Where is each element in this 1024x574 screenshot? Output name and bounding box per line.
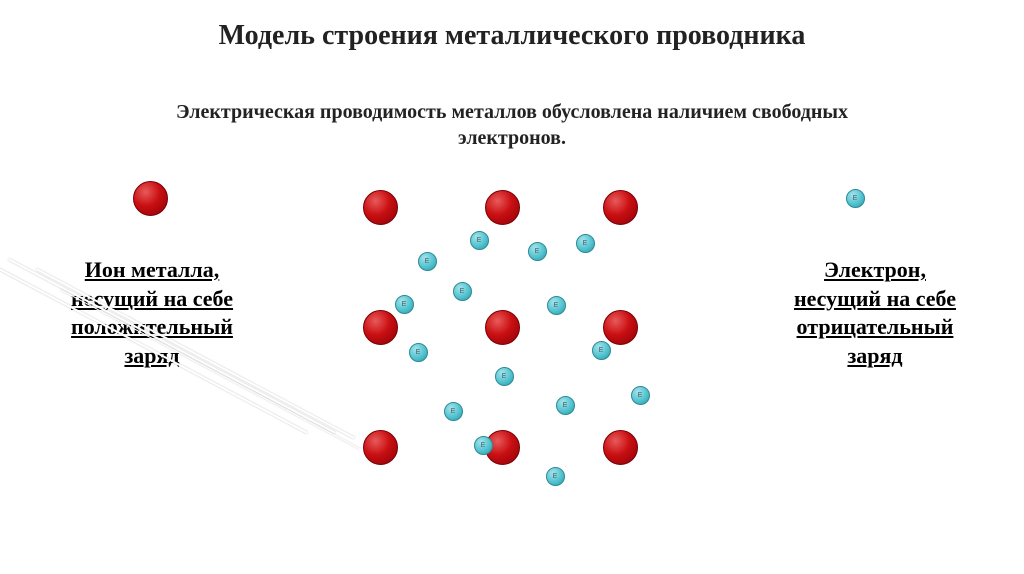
electron-13: E [474, 436, 493, 455]
label-line: Электрон, [765, 256, 985, 285]
electron-5: E [453, 282, 472, 301]
electron-3: E [576, 234, 595, 253]
electron-12: E [631, 386, 650, 405]
ion-8 [603, 430, 638, 465]
electron-4: E [395, 295, 414, 314]
ion-0 [363, 190, 398, 225]
ion-1 [485, 190, 520, 225]
ion-3 [363, 310, 398, 345]
legend-ion [133, 181, 168, 216]
electron-7: E [409, 343, 428, 362]
legend-electron: E [846, 189, 865, 208]
slide-title: Модель строения металлического проводник… [0, 18, 1024, 53]
label-line: заряд [42, 342, 262, 371]
slide-root: Модель строения металлического проводник… [0, 0, 1024, 574]
electron-14: E [546, 467, 565, 486]
ion-2 [603, 190, 638, 225]
electron-1: E [470, 231, 489, 250]
label-line: Ион металла, [42, 256, 262, 285]
electron-label: Электрон,несущий на себеотрицательныйзар… [765, 256, 985, 370]
electron-8: E [495, 367, 514, 386]
label-line: несущий на себе [765, 285, 985, 314]
ion-6 [363, 430, 398, 465]
electron-9: E [592, 341, 611, 360]
ion-4 [485, 310, 520, 345]
electron-0: E [418, 252, 437, 271]
electron-10: E [444, 402, 463, 421]
label-line: отрицательный [765, 313, 985, 342]
electron-11: E [556, 396, 575, 415]
ion-5 [603, 310, 638, 345]
slide-subtitle: Электрическая проводимость металлов обус… [0, 99, 1024, 151]
electron-6: E [547, 296, 566, 315]
label-line: заряд [765, 342, 985, 371]
ion-label: Ион металла,несущий на себеположительный… [42, 256, 262, 370]
electron-2: E [528, 242, 547, 261]
